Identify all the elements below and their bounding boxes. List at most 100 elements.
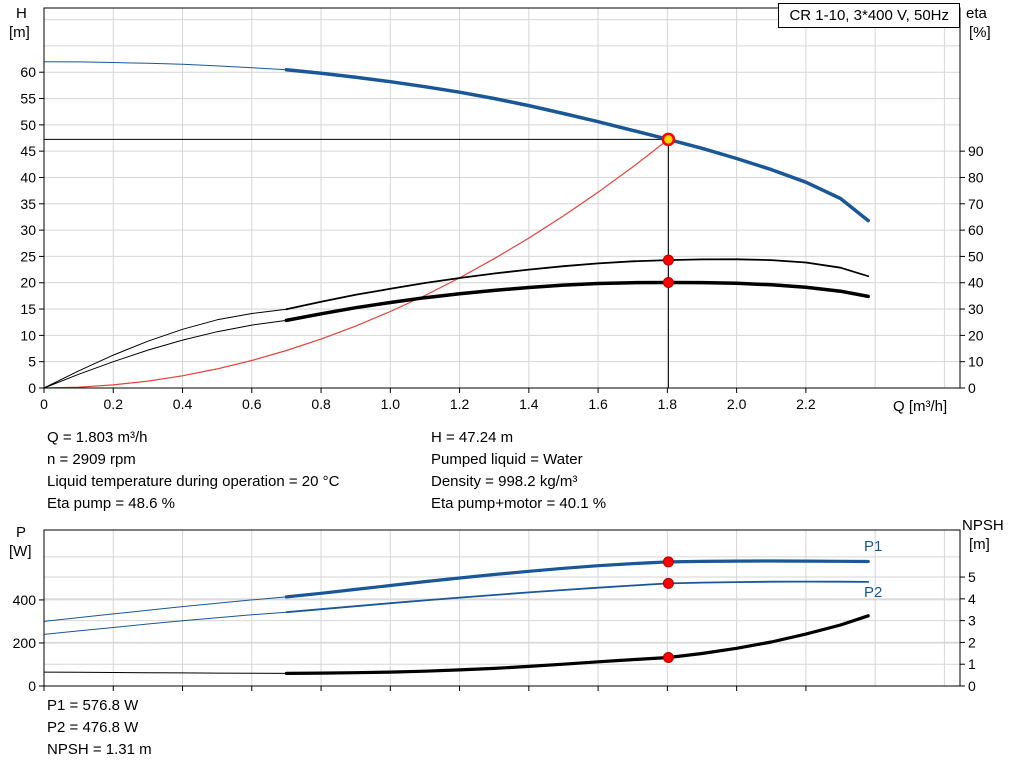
p-axis-unit: [W] [9, 543, 32, 560]
hq-chart-tick-marks [39, 71, 965, 393]
svg-text:80: 80 [968, 169, 984, 185]
svg-text:1.2: 1.2 [450, 396, 470, 412]
eta-pump-curve [285, 258, 870, 311]
duty-point[interactable] [661, 132, 676, 147]
system-curve [43, 138, 669, 389]
svg-text:90: 90 [968, 143, 984, 159]
svg-text:1: 1 [968, 656, 976, 672]
svg-text:40: 40 [20, 169, 36, 185]
result-eta-pump: Eta pump = 48.6 % [47, 495, 175, 512]
result-eta-pump-motor: Eta pump+motor = 40.1 % [431, 495, 607, 512]
result-npsh: NPSH = 1.31 m [47, 741, 152, 758]
h-axis-symbol: H [16, 5, 27, 22]
eta-pump-motor-curve [284, 280, 870, 323]
svg-text:25: 25 [20, 248, 36, 264]
p1-curve-label: P1 [864, 538, 883, 555]
npsh-axis-unit: [m] [969, 536, 990, 553]
result-liquid-temp: Liquid temperature during operation = 20… [47, 473, 340, 490]
result-p1: P1 = 576.8 W [47, 697, 139, 714]
svg-text:0.6: 0.6 [242, 396, 262, 412]
eta-pump-curve-thin [43, 308, 287, 389]
hq-chart-tick-labels: 0 5 10 15 20 25 30 35 40 45 50 55 60 0 10 20 30 40 50 60 70 8… [20, 64, 983, 412]
svg-text:2: 2 [968, 634, 976, 650]
result-p2: P2 = 476.8 W [47, 719, 139, 736]
svg-text:0: 0 [968, 380, 976, 396]
svg-text:50: 50 [968, 248, 984, 264]
pump-title-box: CR 1-10, 3*400 V, 50Hz [778, 3, 960, 28]
head-curve [284, 68, 870, 223]
q-axis-label: Q [m³/h] [893, 398, 948, 415]
svg-text:0: 0 [28, 380, 36, 396]
p2-point [662, 577, 674, 589]
power-results: P1 = 576.8 W P2 = 476.8 W NPSH = 1.31 m [47, 695, 152, 761]
hq-chart-duty-guides [44, 138, 669, 388]
eta-pump-point [662, 254, 674, 266]
power-chart-tick-marks [39, 576, 965, 691]
svg-text:30: 30 [968, 301, 984, 317]
svg-text:0.8: 0.8 [311, 396, 331, 412]
duty-results-right: H = 47.24 m Pumped liquid = Water Densit… [431, 427, 606, 515]
p1-curve [284, 559, 870, 599]
svg-text:1.4: 1.4 [519, 396, 539, 412]
h-axis-unit: [m] [9, 24, 30, 41]
svg-text:5: 5 [28, 354, 36, 370]
svg-text:2.2: 2.2 [796, 396, 816, 412]
svg-text:20: 20 [20, 275, 36, 291]
svg-text:0: 0 [968, 678, 976, 694]
hq-chart-grid [44, 8, 960, 388]
eta-pump-motor-curve-thin [43, 319, 287, 389]
p2-curve-label: P2 [864, 584, 883, 601]
svg-text:10: 10 [968, 354, 984, 370]
svg-text:200: 200 [13, 635, 37, 651]
hq-chart-frame [43, 7, 961, 389]
svg-text:0.4: 0.4 [173, 396, 193, 412]
result-pumped-liquid: Pumped liquid = Water [431, 451, 583, 468]
svg-text:400: 400 [13, 592, 37, 608]
svg-text:35: 35 [20, 196, 36, 212]
svg-text:2.0: 2.0 [727, 396, 747, 412]
result-density: Density = 998.2 kg/m³ [431, 473, 578, 490]
p1-curve-thin [43, 596, 287, 622]
duty-results-left: Q = 1.803 m³/h n = 2909 rpm Liquid tempe… [47, 427, 339, 515]
svg-text:5: 5 [968, 569, 976, 585]
eta-axis-unit: [%] [969, 24, 991, 41]
svg-text:50: 50 [20, 117, 36, 133]
svg-text:1.8: 1.8 [658, 396, 678, 412]
svg-text:55: 55 [20, 91, 36, 107]
svg-text:10: 10 [20, 327, 36, 343]
power-chart-tick-labels: 0 200 400 0 1 2 3 4 5 [13, 569, 976, 694]
svg-text:30: 30 [20, 222, 36, 238]
npsh-curve-thin [43, 671, 287, 674]
p2-curve [285, 580, 870, 614]
eta-pump-motor-point [662, 276, 674, 288]
svg-text:0: 0 [40, 396, 48, 412]
svg-text:1.6: 1.6 [588, 396, 608, 412]
head-curve-thin [43, 61, 287, 71]
npsh-curve [284, 614, 870, 675]
svg-text:70: 70 [968, 196, 984, 212]
svg-text:4: 4 [968, 591, 976, 607]
svg-text:1.0: 1.0 [381, 396, 401, 412]
svg-text:60: 60 [20, 64, 36, 80]
p2-curve-thin [43, 611, 287, 635]
svg-text:20: 20 [968, 327, 984, 343]
result-speed: n = 2909 rpm [47, 451, 136, 468]
svg-text:60: 60 [968, 222, 984, 238]
svg-text:45: 45 [20, 143, 36, 159]
svg-text:0: 0 [28, 678, 36, 694]
result-flow: Q = 1.803 m³/h [47, 429, 148, 446]
npsh-axis-symbol: NPSH [962, 517, 1004, 534]
svg-text:3: 3 [968, 613, 976, 629]
svg-text:15: 15 [20, 301, 36, 317]
power-chart-frame [43, 529, 961, 687]
npsh-point [662, 651, 674, 663]
p1-point [662, 556, 674, 568]
svg-text:0.2: 0.2 [104, 396, 124, 412]
svg-text:40: 40 [968, 275, 984, 291]
result-head: H = 47.24 m [431, 429, 514, 446]
p-axis-symbol: P [16, 524, 27, 541]
eta-axis-symbol: eta [966, 5, 987, 22]
power-chart-grid [44, 530, 960, 686]
